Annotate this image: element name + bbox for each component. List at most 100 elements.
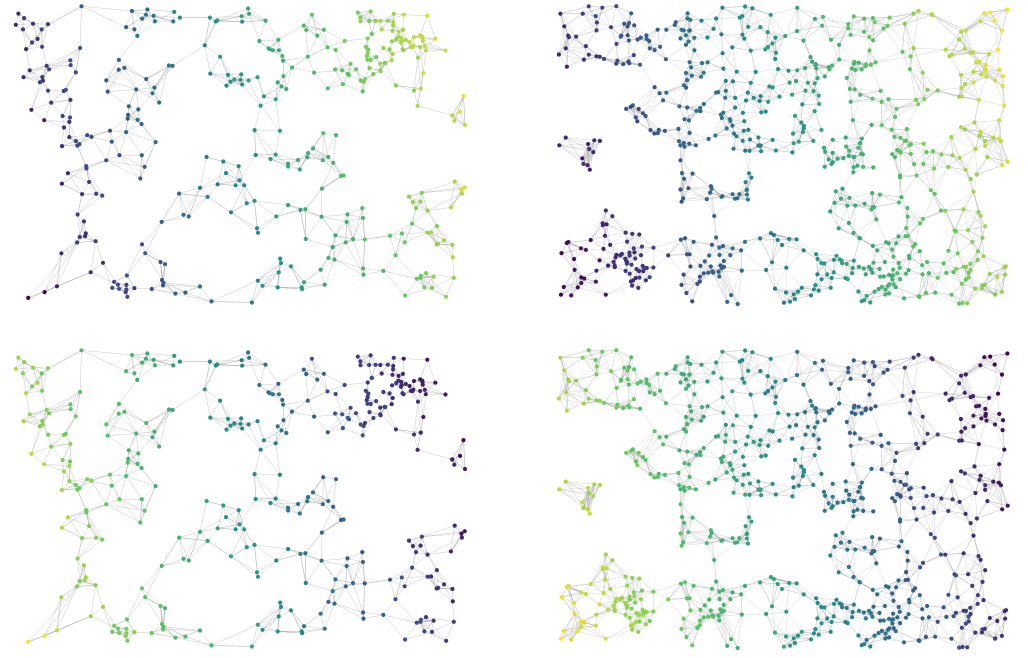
node bbox=[345, 212, 350, 217]
node bbox=[987, 271, 992, 277]
node bbox=[949, 135, 954, 140]
node bbox=[652, 392, 657, 397]
node bbox=[811, 631, 817, 636]
node bbox=[152, 85, 157, 90]
node bbox=[895, 271, 900, 276]
node bbox=[626, 364, 632, 370]
node bbox=[773, 400, 778, 406]
node bbox=[228, 554, 234, 559]
node bbox=[29, 451, 34, 456]
node bbox=[319, 214, 324, 219]
node bbox=[837, 401, 842, 406]
node bbox=[815, 272, 820, 277]
node bbox=[580, 11, 585, 16]
node bbox=[976, 59, 982, 64]
node bbox=[413, 206, 419, 211]
node bbox=[870, 16, 876, 21]
node bbox=[720, 5, 725, 10]
node bbox=[89, 134, 94, 139]
node bbox=[731, 475, 737, 480]
node bbox=[459, 187, 464, 192]
node bbox=[170, 63, 175, 68]
node bbox=[139, 465, 144, 471]
node bbox=[68, 97, 73, 102]
node bbox=[581, 505, 586, 510]
node bbox=[792, 297, 798, 302]
node bbox=[980, 235, 985, 240]
node bbox=[861, 266, 866, 271]
node bbox=[870, 270, 875, 275]
node bbox=[871, 165, 876, 170]
node bbox=[685, 16, 690, 21]
node bbox=[566, 379, 572, 384]
node bbox=[107, 472, 113, 477]
node bbox=[875, 248, 880, 253]
node bbox=[823, 149, 828, 154]
node bbox=[1002, 609, 1007, 614]
node bbox=[635, 463, 640, 468]
node bbox=[153, 140, 158, 145]
node bbox=[152, 429, 157, 434]
node bbox=[822, 74, 827, 79]
node bbox=[819, 260, 824, 266]
node bbox=[920, 263, 925, 268]
node bbox=[787, 643, 793, 648]
node bbox=[859, 480, 864, 485]
node bbox=[273, 97, 278, 102]
node bbox=[637, 406, 643, 411]
node bbox=[100, 537, 105, 542]
node bbox=[874, 217, 879, 222]
node bbox=[737, 192, 742, 197]
node bbox=[959, 85, 964, 90]
node bbox=[240, 426, 245, 431]
node bbox=[763, 391, 768, 396]
node bbox=[59, 181, 64, 186]
node bbox=[758, 487, 763, 492]
node bbox=[812, 360, 818, 365]
node bbox=[681, 272, 686, 277]
node bbox=[792, 457, 798, 462]
node bbox=[869, 122, 874, 127]
node bbox=[851, 514, 856, 519]
node bbox=[600, 223, 606, 228]
node bbox=[683, 33, 689, 38]
node bbox=[697, 279, 703, 284]
node bbox=[614, 596, 619, 602]
node bbox=[666, 597, 671, 602]
node bbox=[368, 353, 373, 358]
node bbox=[720, 51, 725, 56]
node bbox=[655, 131, 660, 136]
node bbox=[770, 481, 775, 486]
node bbox=[564, 584, 569, 590]
node bbox=[786, 68, 791, 73]
node bbox=[26, 639, 31, 645]
node bbox=[949, 396, 955, 401]
node bbox=[276, 392, 281, 397]
node bbox=[949, 292, 954, 297]
node bbox=[820, 358, 826, 363]
node bbox=[925, 87, 930, 92]
node bbox=[401, 12, 406, 17]
node bbox=[275, 285, 280, 290]
node bbox=[373, 18, 378, 23]
node bbox=[858, 92, 863, 97]
node bbox=[652, 85, 657, 90]
node bbox=[410, 565, 415, 570]
node bbox=[637, 576, 642, 581]
node bbox=[239, 72, 244, 77]
node bbox=[784, 265, 789, 270]
node bbox=[861, 164, 866, 169]
node bbox=[960, 644, 965, 650]
node bbox=[871, 509, 876, 514]
node bbox=[844, 419, 849, 425]
node bbox=[833, 533, 838, 538]
node bbox=[333, 391, 338, 397]
node bbox=[711, 370, 716, 375]
node bbox=[892, 114, 898, 119]
nodes-bottom-left bbox=[13, 348, 468, 649]
node bbox=[361, 610, 366, 615]
node bbox=[885, 283, 891, 288]
node bbox=[846, 153, 852, 158]
node bbox=[60, 113, 65, 119]
node bbox=[847, 148, 852, 153]
